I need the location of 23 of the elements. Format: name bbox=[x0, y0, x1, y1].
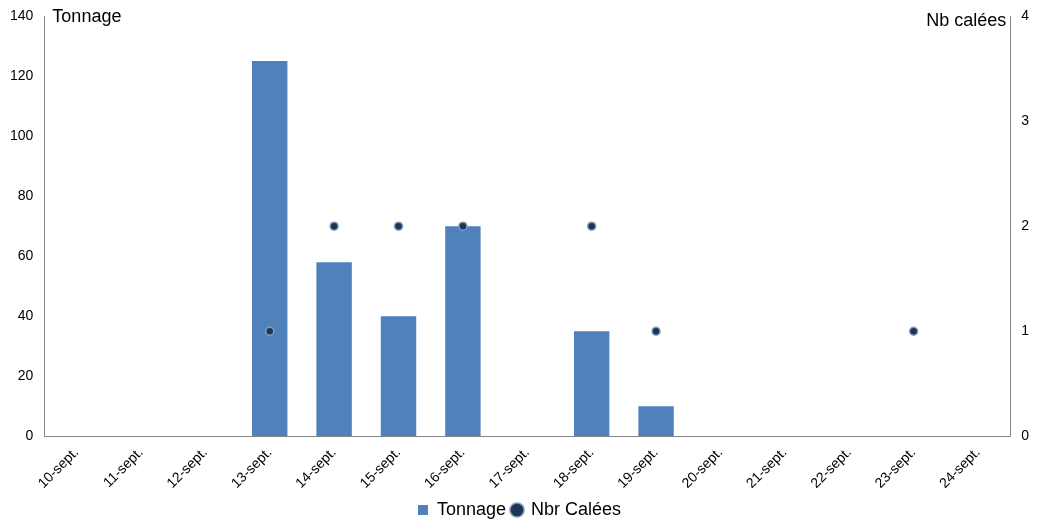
y-tick-label: 60 bbox=[17, 247, 34, 264]
y-tick-label: 40 bbox=[17, 307, 34, 324]
y-tick-label: 140 bbox=[10, 6, 34, 23]
y-tick-label: 100 bbox=[10, 126, 34, 143]
y-tick-label: 20 bbox=[17, 367, 34, 384]
bar bbox=[380, 316, 417, 437]
bar bbox=[445, 226, 481, 437]
y2-axis-title: Nb calées bbox=[926, 9, 1007, 30]
y2-tick-label: 2 bbox=[1021, 217, 1030, 234]
bar bbox=[573, 331, 610, 437]
y2-tick-label: 3 bbox=[1021, 111, 1030, 128]
y-tick-label: 120 bbox=[10, 66, 34, 83]
bar bbox=[252, 61, 288, 437]
y-tick-label: 0 bbox=[25, 427, 34, 444]
legend-label: Tonnage bbox=[436, 498, 507, 519]
bar bbox=[638, 406, 674, 437]
y-tick-label: 80 bbox=[17, 187, 34, 204]
legend-label: Nbr Calées bbox=[531, 498, 622, 519]
y2-tick-label: 0 bbox=[1021, 427, 1030, 444]
bar bbox=[316, 262, 352, 437]
y2-tick-label: 1 bbox=[1021, 322, 1030, 339]
y-axis-title: Tonnage bbox=[52, 5, 122, 26]
y2-tick-label: 4 bbox=[1021, 6, 1030, 23]
